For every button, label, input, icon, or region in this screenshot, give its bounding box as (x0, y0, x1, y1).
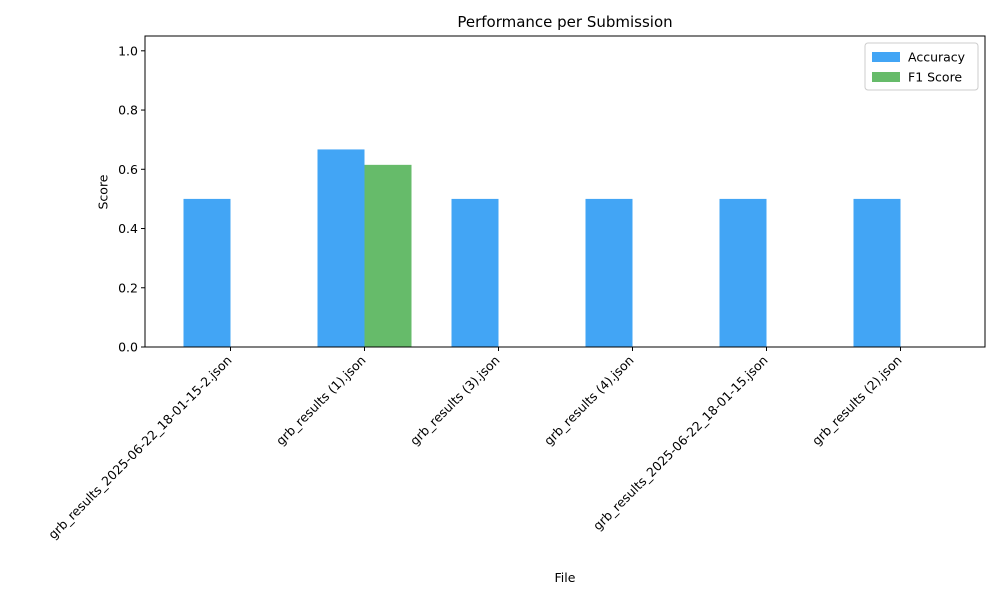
y-tick-label: 0.2 (118, 280, 138, 295)
x-tick-label: grb_results (1).json (273, 353, 369, 449)
bar-accuracy-1 (317, 149, 365, 347)
y-tick-label: 0.4 (118, 221, 138, 236)
x-axis: grb_results_2025-06-22_18-01-15-2.json gr… (45, 347, 905, 542)
x-tick-label: grb_results (2).json (809, 353, 905, 449)
x-axis-label: File (555, 570, 576, 585)
bar-accuracy-2 (451, 198, 499, 347)
legend-swatch-accuracy (872, 52, 900, 62)
y-tick-label: 0.0 (118, 340, 138, 355)
y-tick-label: 1.0 (118, 43, 138, 58)
legend-label-f1-score: F1 Score (908, 70, 962, 85)
bar-accuracy-0 (183, 198, 231, 347)
bar-accuracy-3 (585, 198, 633, 347)
legend: Accuracy F1 Score (864, 42, 979, 91)
bars-layer (183, 149, 901, 347)
y-tick-label: 0.8 (118, 103, 138, 118)
bar-accuracy-5 (853, 198, 901, 347)
legend-swatch-f1-score (872, 72, 900, 82)
bar-accuracy-4 (719, 198, 767, 347)
y-axis-label: Score (96, 174, 111, 209)
y-tick-label: 0.6 (118, 162, 138, 177)
y-axis: 0.0 0.2 0.4 0.6 0.8 1.0 (118, 43, 145, 355)
bar-f1-score-1 (364, 164, 412, 347)
legend-label-accuracy: Accuracy (908, 50, 966, 65)
axes-layer (144, 35, 986, 348)
chart-title: Performance per Submission (457, 13, 672, 31)
plot-frame (144, 35, 986, 348)
x-tick-label: grb_results (3).json (407, 353, 503, 449)
x-tick-label: grb_results_2025-06-22_18-01-15-2.json (45, 353, 235, 543)
x-tick-label: grb_results (4).json (541, 353, 637, 449)
